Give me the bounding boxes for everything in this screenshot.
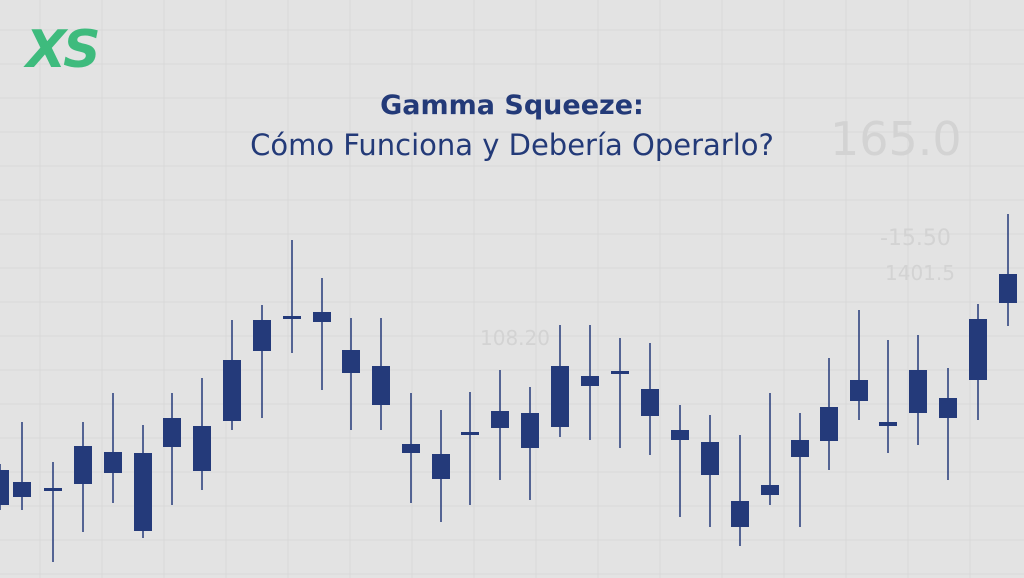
candle-body bbox=[0, 470, 9, 505]
title-line: Cómo Funciona y Debería Operarlo? bbox=[250, 128, 774, 162]
candle-body bbox=[283, 316, 301, 319]
candle-body bbox=[999, 274, 1017, 303]
logo: XS bbox=[26, 20, 101, 80]
candle-body bbox=[342, 350, 360, 373]
candle-body bbox=[909, 370, 927, 413]
candle-body bbox=[372, 366, 390, 405]
ghost-figure: 1401.5 bbox=[885, 261, 955, 285]
candle-body bbox=[969, 319, 987, 380]
ghost-figure: 165.0 bbox=[830, 112, 962, 166]
ghost-figure: 108.20 bbox=[480, 326, 550, 350]
candle-body bbox=[253, 320, 271, 351]
candle-body bbox=[74, 446, 92, 484]
candle-body bbox=[731, 501, 749, 527]
candle-body bbox=[104, 452, 122, 473]
candle-body bbox=[163, 418, 181, 447]
candle-body bbox=[939, 398, 957, 418]
candle-body bbox=[313, 312, 331, 322]
candle-body bbox=[791, 440, 809, 457]
candle-body bbox=[581, 376, 599, 386]
candle-body bbox=[491, 411, 509, 428]
candle-body bbox=[461, 432, 479, 435]
candle-body bbox=[402, 444, 420, 453]
candle-body bbox=[701, 442, 719, 475]
candle-body bbox=[671, 430, 689, 440]
candle-body bbox=[850, 380, 868, 401]
candle-body bbox=[551, 366, 569, 427]
candle-body bbox=[44, 488, 62, 491]
candle-body bbox=[432, 454, 450, 479]
candle-body bbox=[134, 453, 152, 531]
candle-body bbox=[820, 407, 838, 441]
candle-body bbox=[13, 482, 31, 497]
candle-body bbox=[193, 426, 211, 471]
candle-body bbox=[521, 413, 539, 448]
candle-body bbox=[611, 371, 629, 374]
candle-body bbox=[223, 360, 241, 421]
candle-body bbox=[879, 422, 897, 426]
ghost-figure: -15.50 bbox=[880, 226, 951, 251]
title-line: Gamma Squeeze: bbox=[380, 90, 644, 121]
candle-body bbox=[761, 485, 779, 495]
candle-body bbox=[641, 389, 659, 416]
